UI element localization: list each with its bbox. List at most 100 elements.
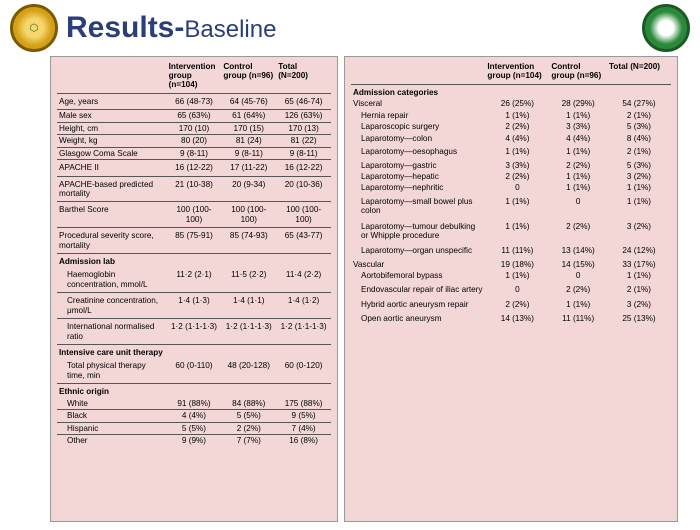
cell-intervention: 91 (88%): [167, 398, 222, 410]
row-label: Laparotomy—small bowel plus colon: [351, 194, 485, 219]
table-row: APACHE-based predicted mortality21 (10-3…: [57, 177, 331, 202]
cell-intervention: 11 (11%): [485, 243, 549, 258]
cell-intervention: 21 (10-38): [167, 177, 222, 202]
cell-total: 25 (13%): [607, 313, 671, 324]
cell-intervention: 1·2 (1·1-1·3): [167, 319, 222, 344]
cell-control: 1 (1%): [549, 171, 607, 182]
row-label: Laparotomy—nephritic: [351, 182, 485, 193]
cell-total: 2 (1%): [607, 144, 671, 159]
row-label: Vascular: [351, 259, 485, 270]
cell-control: 2 (2%): [549, 282, 607, 297]
cell-intervention: 4 (4%): [485, 133, 549, 144]
table-row: Admission categories: [351, 85, 671, 98]
baseline-table-left: Intervention group (n=104) Control group…: [50, 56, 338, 522]
cell-total: 33 (17%): [607, 259, 671, 270]
cell-total: 8 (4%): [607, 133, 671, 144]
table-row: Open aortic aneurysm14 (13%)11 (11%)25 (…: [351, 313, 671, 324]
cell-total: 3 (2%): [607, 219, 671, 244]
table-row: Ethnic origin: [57, 384, 331, 397]
cell-total: 5 (3%): [607, 160, 671, 171]
cell-intervention: 80 (20): [167, 135, 222, 147]
cell-total: 100 (100-100): [276, 202, 331, 227]
table-row: Black4 (4%)5 (5%)9 (5%): [57, 410, 331, 422]
title-sub: Baseline: [184, 16, 276, 43]
cell-control: 1 (1%): [549, 182, 607, 193]
cell-total: 9 (5%): [276, 410, 331, 422]
cell-control: 2 (2%): [549, 160, 607, 171]
row-label: Other: [57, 435, 167, 446]
slide-title: Results-Baseline: [66, 13, 276, 43]
cell-total: 65 (43-77): [276, 228, 331, 253]
row-label: Aortobifemoral bypass: [351, 270, 485, 281]
cell-total: 1·2 (1·1-1·3): [276, 319, 331, 344]
cell-control: 4 (4%): [549, 133, 607, 144]
table-row: Procedural severity score, mortality85 (…: [57, 228, 331, 253]
cell-intervention: 9 (8-11): [167, 148, 222, 160]
cell-intervention: 1 (1%): [485, 219, 549, 244]
cell-intervention: 4 (4%): [167, 410, 222, 422]
cell-total: 65 (46-74): [276, 94, 331, 110]
section-label: Admission categories: [351, 85, 671, 98]
row-label: Weight, kg: [57, 135, 167, 147]
table-row: Aortobifemoral bypass1 (1%)01 (1%): [351, 270, 671, 281]
table-row: Laparotomy—organ unspecific11 (11%)13 (1…: [351, 243, 671, 258]
cell-total: 3 (2%): [607, 297, 671, 312]
slide-body: Intervention group (n=104) Control group…: [0, 56, 700, 530]
cell-intervention: 1 (1%): [485, 110, 549, 121]
cell-control: 14 (15%): [549, 259, 607, 270]
cell-control: 20 (9-34): [221, 177, 276, 202]
cell-intervention: 1·4 (1·3): [167, 293, 222, 318]
cell-intervention: 0: [485, 282, 549, 297]
table-row: Intensive care unit therapy: [57, 345, 331, 358]
row-label: APACHE-based predicted mortality: [57, 177, 167, 202]
table-row: Glasgow Coma Scale9 (8-11)9 (8-11)9 (8-1…: [57, 148, 331, 160]
cell-intervention: 3 (3%): [485, 160, 549, 171]
cell-control: 9 (8-11): [221, 148, 276, 160]
table-header-row: Intervention group (n=104) Control group…: [57, 61, 331, 94]
row-label: Laparotomy—oesophagus: [351, 144, 485, 159]
col-total: Total (N=200): [276, 61, 331, 94]
university-seal-left: ⬡: [10, 4, 58, 52]
table-row: Haemoglobin concentration, mmol/L11·2 (2…: [57, 267, 331, 292]
cell-total: 5 (3%): [607, 121, 671, 132]
table-row: Hernia repair1 (1%)1 (1%)2 (1%): [351, 110, 671, 121]
row-label: Laparotomy—gastric: [351, 160, 485, 171]
cell-control: 61 (64%): [221, 110, 276, 122]
section-label: Ethnic origin: [57, 384, 331, 397]
cell-total: 54 (27%): [607, 98, 671, 109]
row-label: Barthel Score: [57, 202, 167, 227]
row-label: Visceral: [351, 98, 485, 109]
cell-control: 1 (1%): [549, 297, 607, 312]
cell-intervention: 2 (2%): [485, 121, 549, 132]
cell-control: 1·4 (1·1): [221, 293, 276, 318]
cell-intervention: 2 (2%): [485, 171, 549, 182]
cell-intervention: 66 (48-73): [167, 94, 222, 110]
row-label: Haemoglobin concentration, mmol/L: [57, 267, 167, 292]
cell-total: 16 (12-22): [276, 160, 331, 176]
cell-control: 11 (11%): [549, 313, 607, 324]
table-right: Intervention group (n=104) Control group…: [351, 61, 671, 324]
cell-intervention: 170 (10): [167, 123, 222, 135]
table-row: Barthel Score100 (100-100)100 (100-100)1…: [57, 202, 331, 227]
hospital-seal-right: 史: [642, 4, 690, 52]
table-row: Visceral26 (25%)28 (29%)54 (27%): [351, 98, 671, 109]
table-row: Hispanic5 (5%)2 (2%)7 (4%): [57, 423, 331, 435]
row-label: Endovascular repair of iliac artery: [351, 282, 485, 297]
cell-intervention: 100 (100-100): [167, 202, 222, 227]
table-row: Other9 (9%)7 (7%)16 (8%): [57, 435, 331, 446]
table-row: Male sex65 (63%)61 (64%)126 (63%): [57, 110, 331, 122]
cell-intervention: 16 (12-22): [167, 160, 222, 176]
table-row: Age, years66 (48-73)64 (45-76)65 (46-74): [57, 94, 331, 110]
cell-total: 2 (1%): [607, 282, 671, 297]
row-label: Open aortic aneurysm: [351, 313, 485, 324]
cell-intervention: 1 (1%): [485, 194, 549, 219]
cell-total: 2 (1%): [607, 110, 671, 121]
cell-control: 85 (74-93): [221, 228, 276, 253]
cell-total: 1 (1%): [607, 194, 671, 219]
row-label: Black: [57, 410, 167, 422]
row-label: Hispanic: [57, 423, 167, 435]
section-label: Admission lab: [57, 254, 331, 267]
cell-control: 0: [549, 194, 607, 219]
cell-intervention: 1 (1%): [485, 270, 549, 281]
row-label: Laparotomy—tumour debulking or Whipple p…: [351, 219, 485, 244]
